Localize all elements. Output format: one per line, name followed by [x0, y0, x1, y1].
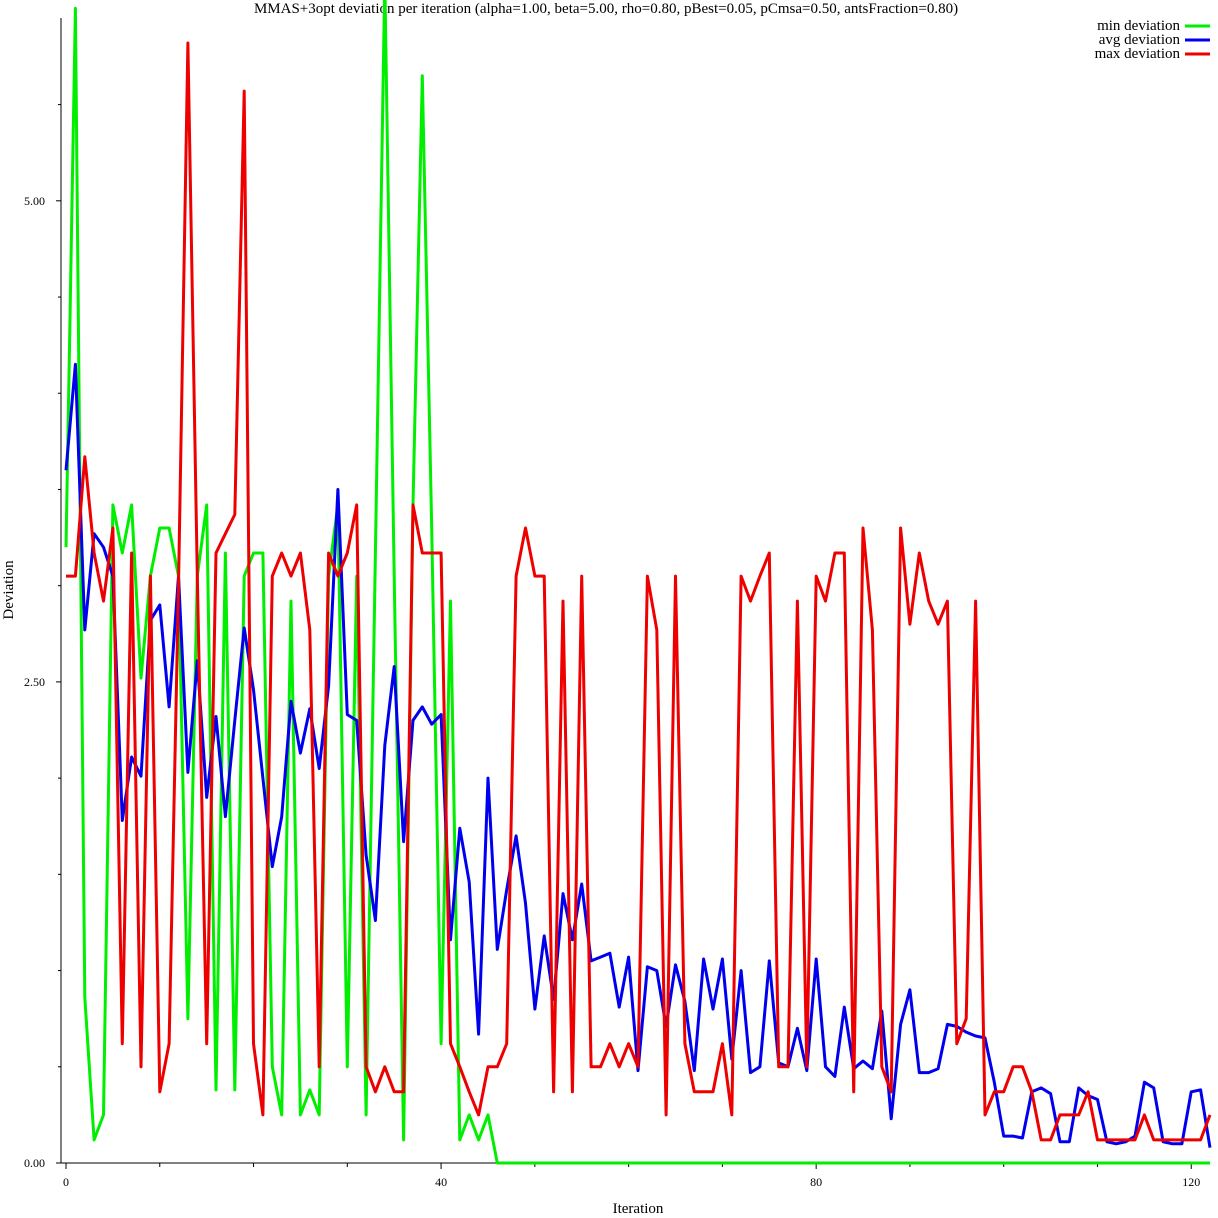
y-axis-ticks: 0.00 2.50 5.00	[24, 104, 61, 1170]
x-tick-label: 40	[435, 1175, 447, 1189]
chart-title: MMAS+3opt deviation per iteration (alpha…	[254, 1, 958, 17]
x-tick-label: 80	[810, 1175, 822, 1189]
x-tick-label: 120	[1182, 1175, 1200, 1189]
series-line-max-deviation	[66, 41, 1212, 1142]
series-line-avg-deviation	[64, 362, 1212, 1148]
x-axis-label: Iteration	[613, 1201, 664, 1217]
y-tick-label: 0.00	[24, 1156, 45, 1170]
legend-label: min deviation	[1097, 18, 1180, 34]
y-tick-label: 2.50	[24, 675, 45, 689]
series-line-min-deviation	[64, 0, 1210, 1165]
y-axis-label: Deviation	[1, 560, 17, 620]
y-tick-label: 5.00	[24, 194, 45, 208]
series-layer	[64, 0, 1212, 1165]
x-tick-label: 0	[63, 1175, 69, 1189]
x-axis-ticks: 0 40 80 120	[63, 1163, 1200, 1189]
legend-label: max deviation	[1095, 46, 1181, 62]
legend-label: avg deviation	[1099, 32, 1181, 48]
